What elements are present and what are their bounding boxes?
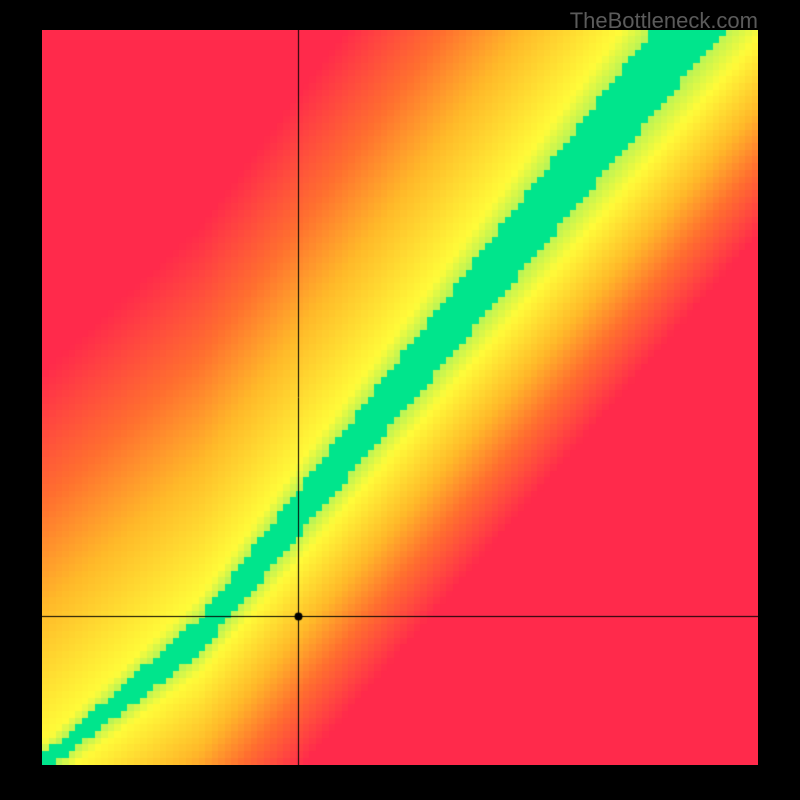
bottleneck-heatmap <box>42 30 758 765</box>
watermark-text: TheBottleneck.com <box>570 8 758 34</box>
chart-container: TheBottleneck.com <box>0 0 800 800</box>
